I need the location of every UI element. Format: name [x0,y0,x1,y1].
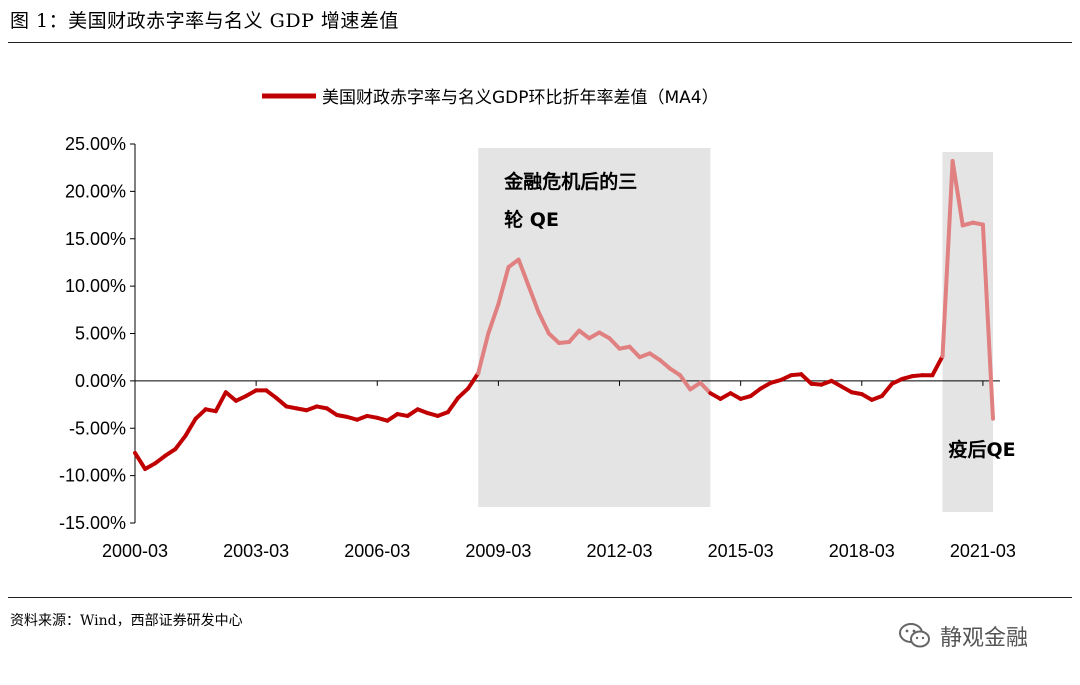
series-segment [536,310,551,336]
series-segment [748,386,763,399]
x-tick-label: 2012-03 [586,541,652,561]
series-segment [445,395,461,415]
x-tick-label: 2021-03 [950,541,1016,561]
series-segment [405,407,420,418]
legend: 美国财政赤字率与名义GDP环比折年率差值（MA4） [262,88,719,108]
series-segment [688,380,703,392]
wechat-icon [899,623,930,648]
series-segment [546,331,561,345]
series-segment [163,447,178,458]
x-tick-label: 2000-03 [102,541,168,561]
series-segment [516,257,531,289]
series-segment [627,344,642,360]
figure-title: 图 1：美国财政赤字率与名义 GDP 增速差值 [10,10,399,32]
series-segment [213,390,228,414]
series-segment [183,416,198,438]
series-segment [133,450,148,471]
legend-label: 美国财政赤字率与名义GDP环比折年率差值（MA4） [322,88,719,108]
series-segment [173,433,188,452]
series-segment [567,328,582,345]
series-segment [223,390,238,403]
series-segment [466,371,481,391]
y-tick-label: 15.00% [65,229,126,249]
y-tick-label: 0.00% [75,371,126,391]
x-tick-label: 2015-03 [708,541,774,561]
series-segment [980,222,995,421]
series-segment [526,284,541,315]
series-segment [940,159,955,359]
series-segment [496,265,511,307]
y-tick-label: 10.00% [65,276,126,296]
region-label: 金融危机后的三 [503,170,637,193]
series-segment [667,366,683,378]
series-segment [385,412,400,423]
shaded-region [478,148,711,507]
series-segment [577,328,592,341]
y-tick-label: -15.00% [59,513,126,533]
x-tick-label: 2003-03 [223,541,289,561]
y-tick-label: 25.00% [65,134,126,154]
x-tick-label: 2006-03 [344,541,410,561]
series-segment [678,373,693,392]
bottom-rule [8,597,1072,598]
series-segment [506,257,521,270]
series-segment [476,331,491,376]
region-label: 轮 QE [504,208,559,231]
series-segment [324,406,339,417]
top-rule [8,42,1072,43]
series-segment [647,351,662,363]
watermark-text: 静观金融 [940,626,1029,651]
y-tick-label: 20.00% [65,181,126,201]
series-segment [153,453,168,466]
x-tick-label: 2018-03 [829,541,895,561]
series-line [133,159,995,471]
series-segment [264,388,279,400]
series-segment [879,381,895,399]
series-segment [456,386,471,400]
region-label: 疫后QE [949,438,1016,461]
y-tick-label: -10.00% [59,466,126,486]
y-tick-label: -5.00% [69,418,126,438]
series-segment [193,407,208,421]
watermark: 静观金融 [898,620,1028,652]
series-segment [930,354,945,378]
y-tick-label: 5.00% [75,324,126,344]
series-segment [274,395,289,409]
source-note: 资料来源：Wind，西部证券研发中心 [10,613,243,629]
x-axis: 2000-03 2003-03 2006-03 2009-03 2012-03 2015-… [102,380,1016,561]
series-segment [799,372,814,386]
x-tick-label: 2009-03 [465,541,531,561]
series-segment [698,380,713,396]
series-segment [486,302,501,336]
series-segment [950,159,965,228]
y-axis: 25.00% 20.00% 15.00% 10.00% 5.00% 0.00% -5.00%… [59,134,136,533]
series-segment [657,358,672,371]
series-segment [607,336,622,351]
shaded-regions [478,148,993,512]
